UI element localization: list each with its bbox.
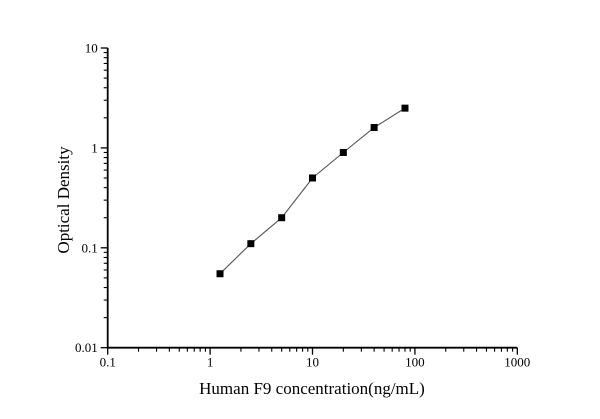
x-tick-label: 1000 [504,355,530,370]
y-tick-label: 0.1 [81,240,97,255]
x-tick-label: 100 [405,355,425,370]
data-point-marker [309,174,316,182]
y-tick-label: 1 [91,140,98,155]
x-tick-label: 1 [207,355,214,370]
x-axis-ticks [107,347,518,355]
data-point-marker [278,214,286,222]
data-point-marker [216,270,224,278]
y-tick-label: 0.01 [75,340,98,355]
x-tick-label: 0.1 [100,355,116,370]
x-tick-label: 10 [306,355,319,370]
y-axis-ticks [100,47,108,349]
y-tick-label: 10 [85,41,98,56]
data-point-marker [339,148,347,156]
data-point-marker [370,124,378,132]
data-point-marker [401,104,409,112]
y-axis-title: Optical Density [54,146,73,254]
series-line [219,107,406,275]
x-axis-title: Human F9 concentration(ng/mL) [199,379,425,398]
data-point-marker [247,240,255,248]
